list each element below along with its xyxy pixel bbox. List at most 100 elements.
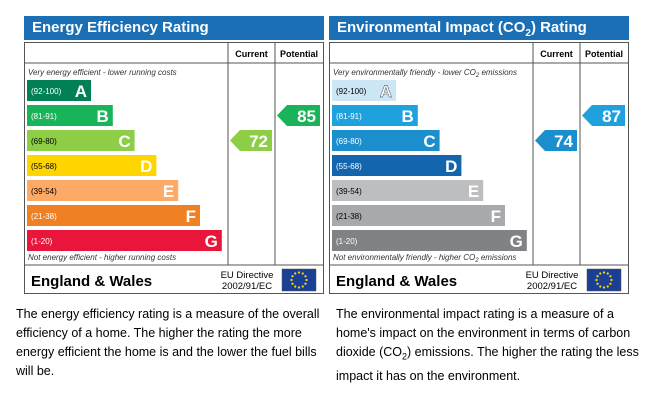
environment-description: The environmental impact rating is a mea…	[336, 305, 648, 386]
potential-rating-value: 87	[602, 107, 621, 126]
band-letter-g: G	[510, 232, 523, 251]
band-letter-a: A	[75, 82, 87, 101]
band-letter-c: C	[118, 132, 130, 151]
band-letter-f: F	[491, 207, 501, 226]
bottom-note-subscript: 2	[474, 258, 479, 264]
eu-flag-star-icon	[599, 285, 602, 288]
band-letter-d: D	[445, 157, 457, 176]
band-range-c: (69-80)	[31, 137, 57, 146]
eu-flag-star-icon	[596, 282, 599, 285]
top-note-text: Very environmentally friendly - lower CO	[333, 68, 476, 77]
footer-directive: EU Directive	[221, 270, 274, 281]
band-bar-g	[332, 230, 527, 251]
environmental-rating-chart: Current Potential Very environmentally fri…	[329, 42, 629, 294]
band-range-b: (81-91)	[31, 112, 57, 121]
eu-flag-star-icon	[595, 278, 598, 282]
band-letter-e: E	[468, 182, 479, 201]
band-range-a: (92-100)	[31, 87, 62, 96]
band-bar-f	[332, 205, 505, 226]
eu-flag-star-icon	[602, 286, 606, 289]
band-range-f: (21-38)	[336, 212, 362, 221]
energy-rating-chart: Current Potential Very energy efficient - …	[24, 42, 324, 294]
band-range-a: (92-100)	[336, 87, 367, 96]
band-letter-b: B	[402, 107, 414, 126]
eu-flag-star-icon	[606, 285, 609, 288]
eu-flag-star-icon	[599, 272, 602, 275]
band-range-g: (1-20)	[336, 237, 358, 246]
panel-title-text: Energy Efficiency Rating	[32, 19, 209, 36]
bottom-note-end: emissions	[479, 253, 517, 262]
band-bar-c	[332, 130, 440, 151]
top-note-subscript: 2	[475, 73, 480, 79]
eu-flag-star-icon	[596, 275, 599, 278]
band-letter-b: B	[97, 107, 109, 126]
band-bar-g	[27, 230, 222, 251]
energy-description: The energy efficiency rating is a measur…	[16, 305, 328, 381]
band-bar-c	[27, 130, 135, 151]
band-range-f: (21-38)	[31, 212, 57, 221]
band-letter-f: F	[186, 207, 196, 226]
potential-arrow	[277, 105, 320, 126]
panel-title-subscript: 2	[525, 28, 531, 39]
eu-flag-star-icon	[291, 282, 294, 285]
environment-description-end: ) emissions. The higher the rating the l…	[336, 345, 639, 383]
eu-flag-star-icon	[610, 278, 613, 282]
panel-title: Energy Efficiency Rating	[24, 16, 324, 40]
bottom-note: Not environmentally friendly - higher CO…	[333, 253, 516, 264]
band-range-g: (1-20)	[31, 237, 53, 246]
band-bar-e	[27, 180, 179, 201]
eu-flag-star-icon	[304, 275, 307, 278]
footer-region: England & Wales	[31, 273, 152, 290]
panel-title-text: Environmental Impact (CO	[337, 19, 526, 36]
band-range-e: (39-54)	[31, 187, 57, 196]
eu-flag-star-icon	[297, 271, 301, 274]
band-bar-a	[27, 80, 91, 101]
panel-title: Environmental Impact (CO2) Rating	[329, 16, 629, 40]
column-header-potential: Potential	[280, 49, 318, 59]
band-bar-b	[332, 105, 418, 126]
potential-arrow	[582, 105, 625, 126]
top-note: Very environmentally friendly - lower CO…	[333, 68, 517, 79]
column-header-current: Current	[235, 49, 268, 59]
potential-rating-value: 85	[297, 107, 316, 126]
current-arrow	[230, 130, 272, 151]
band-letter-c: C	[423, 132, 435, 151]
column-header-current: Current	[540, 49, 573, 59]
eu-flag-star-icon	[606, 272, 609, 275]
eu-flag-star-icon	[291, 275, 294, 278]
band-range-d: (55-68)	[31, 162, 57, 171]
eu-flag-star-icon	[609, 275, 612, 278]
eu-flag-icon	[281, 268, 317, 292]
band-bar-b	[27, 105, 113, 126]
environment-description-start: The environmental impact rating is a mea…	[336, 307, 631, 359]
eu-flag-star-icon	[290, 278, 293, 282]
eu-flag-star-icon	[301, 272, 304, 275]
eu-flag-star-icon	[304, 282, 307, 285]
environment-description-subscript: 2	[402, 351, 408, 362]
energy-description-text: The energy efficiency rating is a measur…	[16, 307, 320, 378]
top-note: Very energy efficient - lower running co…	[28, 68, 177, 77]
footer-code: 2002/91/EC	[527, 281, 577, 292]
column-header-potential: Potential	[585, 49, 623, 59]
band-range-d: (55-68)	[336, 162, 362, 171]
bottom-note: Not energy efficient - higher running co…	[28, 253, 176, 262]
current-rating-value: 72	[249, 132, 268, 151]
footer-code: 2002/91/EC	[222, 281, 272, 292]
footer-region: England & Wales	[336, 273, 457, 290]
band-letter-a: A	[380, 82, 392, 101]
eu-flag-star-icon	[602, 271, 606, 274]
eu-flag-star-icon	[609, 282, 612, 285]
band-bar-d	[332, 155, 462, 176]
top-note-text: Very energy efficient - lower running co…	[28, 68, 177, 77]
band-range-c: (69-80)	[336, 137, 362, 146]
eu-flag-icon	[586, 268, 622, 292]
eu-flag-star-icon	[297, 286, 301, 289]
panel-title-end: ) Rating	[530, 19, 587, 36]
band-range-e: (39-54)	[336, 187, 362, 196]
eu-flag-star-icon	[305, 278, 308, 282]
current-arrow	[535, 130, 577, 151]
eu-flag-star-icon	[301, 285, 304, 288]
band-letter-g: G	[205, 232, 218, 251]
band-bar-d	[27, 155, 157, 176]
footer-directive: EU Directive	[526, 270, 579, 281]
